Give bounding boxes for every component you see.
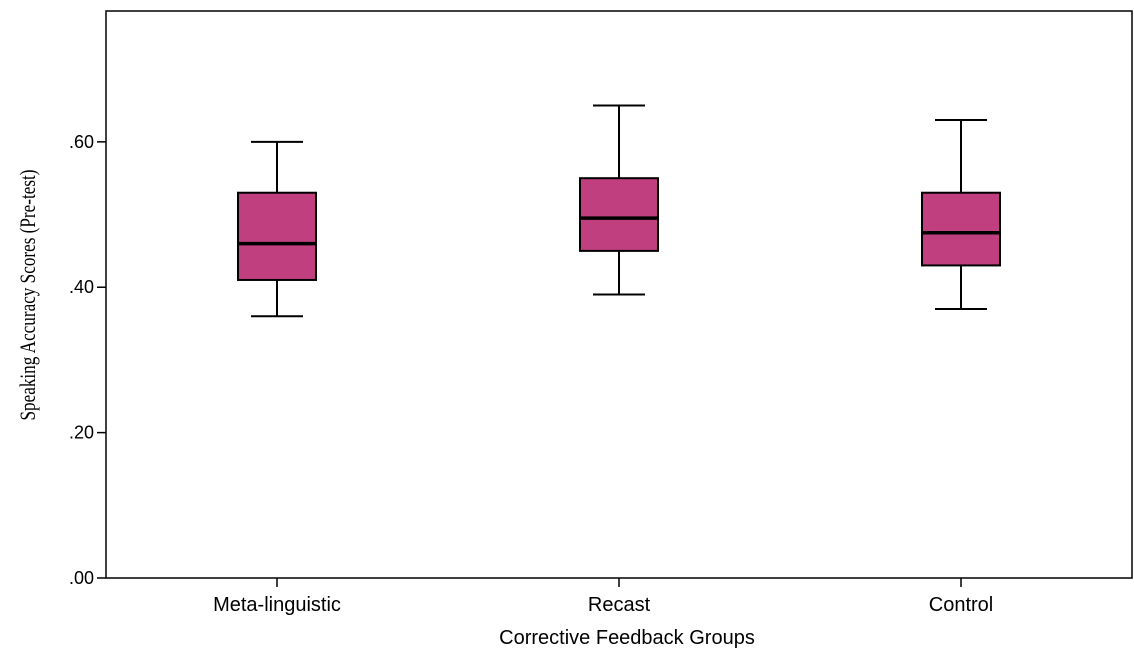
iqr-box <box>237 191 317 281</box>
x-category-label: Control <box>929 594 993 616</box>
boxes-group <box>237 104 1001 318</box>
x-axis-ticks: Meta-linguistic Recast Control <box>213 578 993 616</box>
box-control <box>921 119 1001 311</box>
y-axis-ticks: .00 .20 .40 .60 <box>69 132 106 588</box>
iqr-box <box>921 191 1001 267</box>
y-tick-label: .00 <box>69 568 94 588</box>
y-tick-label: .20 <box>69 423 94 443</box>
box-meta-linguistic <box>237 140 317 318</box>
y-axis-title: Speaking Accuracy Scores (Pre-test) <box>16 170 41 421</box>
x-axis-title: Corrective Feedback Groups <box>499 627 755 649</box>
y-tick-label: .60 <box>69 132 94 152</box>
y-tick-label: .40 <box>69 277 94 297</box>
box-recast <box>579 104 659 296</box>
iqr-box <box>579 177 659 252</box>
x-category-label: Meta-linguistic <box>213 594 341 616</box>
x-category-label: Recast <box>588 594 651 616</box>
